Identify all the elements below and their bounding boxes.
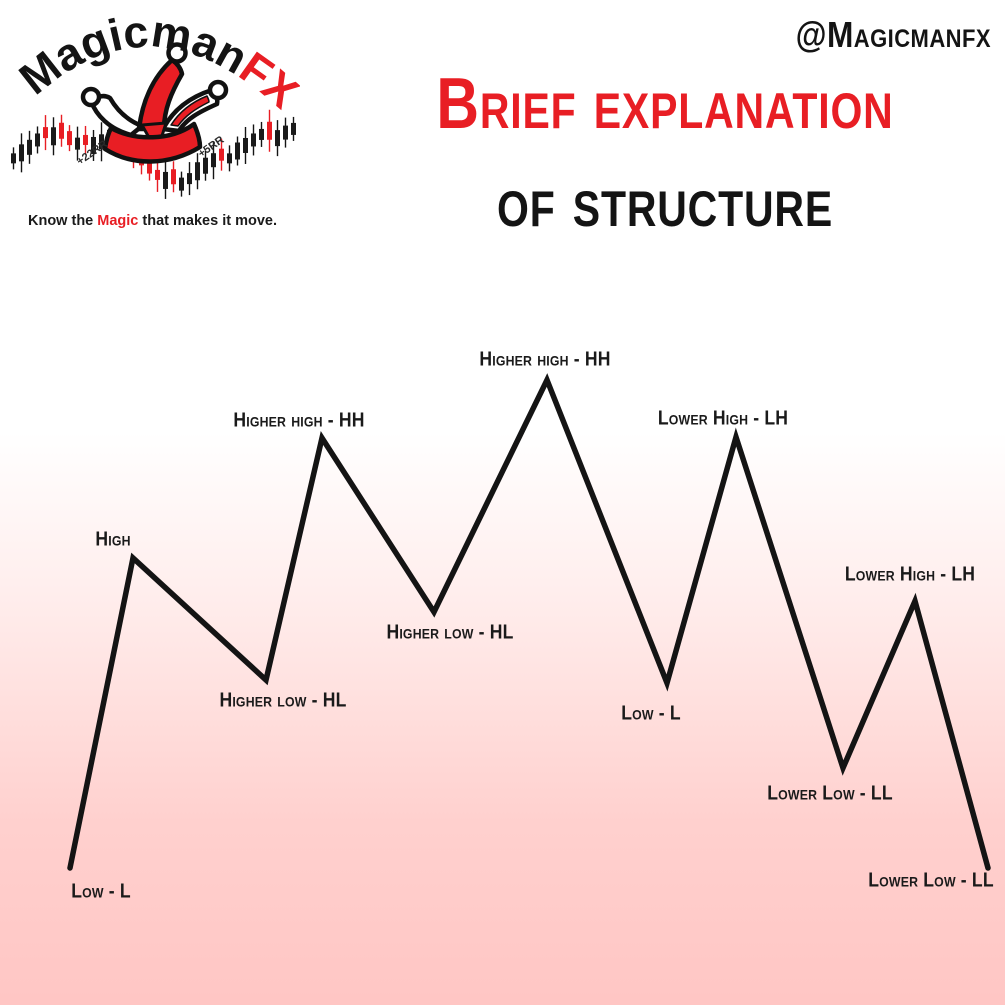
brand-tagline: Know the Magic that makes it move. [28,213,277,229]
swing-label-5: Higher high - HH [479,348,611,371]
swing-label-1: High [95,528,131,551]
brand-logo-art: MagicmanFX [10,5,300,199]
swing-label-7: Lower High - LH [657,407,789,430]
jester-hat-icon [80,42,229,164]
page-title-line2: of structure [496,162,833,242]
brand-logo: MagicmanFX +22RR +5RR Know the Magic tha… [5,5,300,240]
swing-label-3: Higher high - HH [233,409,365,432]
account-handle: @Magicmanfx [795,14,991,55]
page-title: Brief explanation of structure [330,68,1000,238]
price-structure-zigzag-line [67,373,991,871]
swing-label-8: Lower Low - LL [767,782,893,805]
swing-label-0: Low - L [71,880,131,903]
swing-label-10: Lower Low - LL [868,869,994,892]
page-title-line1: Brief explanation [436,64,894,144]
swing-label-9: Lower High - LH [844,563,976,586]
swing-label-6: Low - L [621,702,681,725]
swing-label-4: Higher low - HL [386,621,514,644]
swing-label-2: Higher low - HL [219,689,347,712]
